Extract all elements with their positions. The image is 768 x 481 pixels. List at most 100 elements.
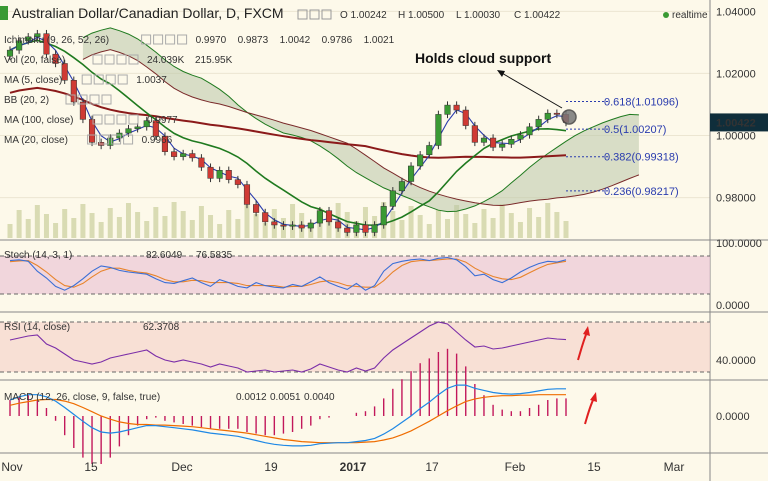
volume-bar bbox=[80, 204, 86, 238]
macd-line bbox=[9, 384, 566, 447]
ma5-line bbox=[9, 36, 567, 231]
candle-down bbox=[61, 63, 68, 81]
realtime-dot-icon bbox=[663, 12, 669, 18]
candle-down bbox=[471, 125, 478, 143]
indicator-button bbox=[89, 94, 100, 105]
chart-header: Australian Dollar/Canadian Dollar, D, FX… bbox=[0, 5, 708, 21]
indicator-button bbox=[117, 74, 128, 85]
stoch-d-value: 76.5835 bbox=[196, 250, 233, 261]
volume-bar bbox=[71, 218, 77, 238]
x-tick-label: Nov bbox=[1, 460, 22, 474]
indicator-button bbox=[116, 114, 127, 125]
x-tick-label: Dec bbox=[171, 460, 192, 474]
header-button-1[interactable] bbox=[297, 9, 308, 20]
candle-down bbox=[52, 53, 59, 64]
candle-up bbox=[307, 222, 314, 229]
oscillators bbox=[9, 256, 567, 464]
candle-up bbox=[407, 165, 415, 182]
candle-down bbox=[490, 137, 497, 148]
macd-signal-line bbox=[9, 394, 566, 444]
volume-bar bbox=[508, 213, 514, 238]
indicator-button bbox=[105, 74, 116, 85]
realtime-label: realtime bbox=[672, 10, 708, 21]
header-up-icon bbox=[0, 6, 8, 20]
volume-bar bbox=[53, 223, 59, 238]
volume-bar bbox=[499, 204, 505, 238]
candle-down bbox=[207, 166, 214, 179]
x-tick-label: 19 bbox=[264, 460, 278, 474]
indicator-button bbox=[153, 34, 164, 45]
candle-up bbox=[499, 143, 506, 148]
volume-bar bbox=[435, 210, 441, 238]
candle-down bbox=[243, 184, 251, 205]
indicator-value: 1.0021 bbox=[364, 35, 395, 46]
candle-up bbox=[417, 154, 424, 167]
rsi-tick-label: 40.0000 bbox=[716, 355, 756, 367]
x-tick-label: 2017 bbox=[340, 460, 367, 474]
candle-down bbox=[271, 221, 278, 226]
candle-up bbox=[316, 210, 323, 224]
last-price-label: 1.00422 bbox=[716, 117, 756, 129]
cloud-support-marker bbox=[561, 109, 577, 125]
candle-down bbox=[362, 224, 369, 233]
volume-bar bbox=[554, 212, 560, 238]
volume-bar bbox=[536, 217, 542, 238]
candle-down bbox=[462, 109, 469, 126]
candle-down bbox=[280, 224, 287, 227]
candle-down bbox=[152, 120, 159, 137]
fib-label: 0.5(1.00207) bbox=[604, 124, 666, 136]
candle-up bbox=[107, 137, 114, 146]
annotation-text: Holds cloud support bbox=[415, 50, 551, 66]
candle-up bbox=[508, 139, 515, 145]
header-button-2[interactable] bbox=[309, 9, 320, 20]
ma20-line bbox=[9, 39, 567, 227]
volume-bar bbox=[517, 222, 523, 238]
rsi-up-arrow bbox=[577, 326, 590, 361]
header-button-3[interactable] bbox=[321, 9, 332, 20]
header-buttons[interactable] bbox=[297, 9, 332, 20]
volume-bar bbox=[235, 219, 241, 238]
candle-up bbox=[517, 134, 524, 140]
volume-bar bbox=[253, 214, 259, 238]
volume-bar bbox=[390, 211, 396, 238]
candle-up bbox=[480, 137, 488, 143]
chart-title: Australian Dollar/Canadian Dollar, D, FX… bbox=[12, 5, 284, 21]
indicator-value: 0.9970 bbox=[196, 35, 227, 46]
candle-down bbox=[262, 212, 269, 223]
indicator-button bbox=[104, 114, 115, 125]
volume-bar bbox=[7, 224, 13, 238]
indicator-button bbox=[81, 74, 92, 85]
candle-down bbox=[553, 112, 560, 115]
indicator-name: Vol (20, false) bbox=[4, 55, 65, 66]
indicator-value: 1.0037 bbox=[136, 75, 167, 86]
macd-name: MACD (12, 26, close, 9, false, true) bbox=[4, 392, 160, 403]
candle-down bbox=[325, 210, 333, 223]
volume-bar bbox=[217, 224, 223, 238]
indicator-name: MA (5, close) bbox=[4, 75, 62, 86]
indicator-button bbox=[111, 134, 122, 145]
candles bbox=[6, 29, 570, 237]
volume-bar bbox=[490, 218, 496, 238]
macd-up-arrow bbox=[584, 392, 597, 425]
indicator-button bbox=[92, 114, 103, 125]
candle-down bbox=[453, 104, 460, 111]
ohlc-high: H 1.00500 bbox=[398, 10, 445, 21]
last-price-box bbox=[710, 113, 768, 132]
volume-bar bbox=[527, 208, 533, 238]
candle-up bbox=[353, 224, 360, 233]
indicator-name: Ichimoku (9, 26, 52, 26) bbox=[4, 35, 109, 46]
volume-bar bbox=[426, 224, 432, 238]
indicator-value: 0.9873 bbox=[238, 35, 269, 46]
indicator-button bbox=[116, 54, 127, 65]
candle-up bbox=[435, 114, 442, 146]
volume-bar bbox=[290, 204, 296, 238]
annotation-arrowhead bbox=[497, 70, 505, 77]
indicator-button bbox=[128, 54, 139, 65]
candle-up bbox=[143, 120, 150, 128]
ohlc-open: O 1.00242 bbox=[340, 10, 387, 21]
volume-bar bbox=[43, 214, 49, 238]
stoch-k-line bbox=[9, 256, 567, 291]
candle-down bbox=[189, 153, 196, 159]
macd-tick-label: 0.0000 bbox=[716, 411, 750, 423]
